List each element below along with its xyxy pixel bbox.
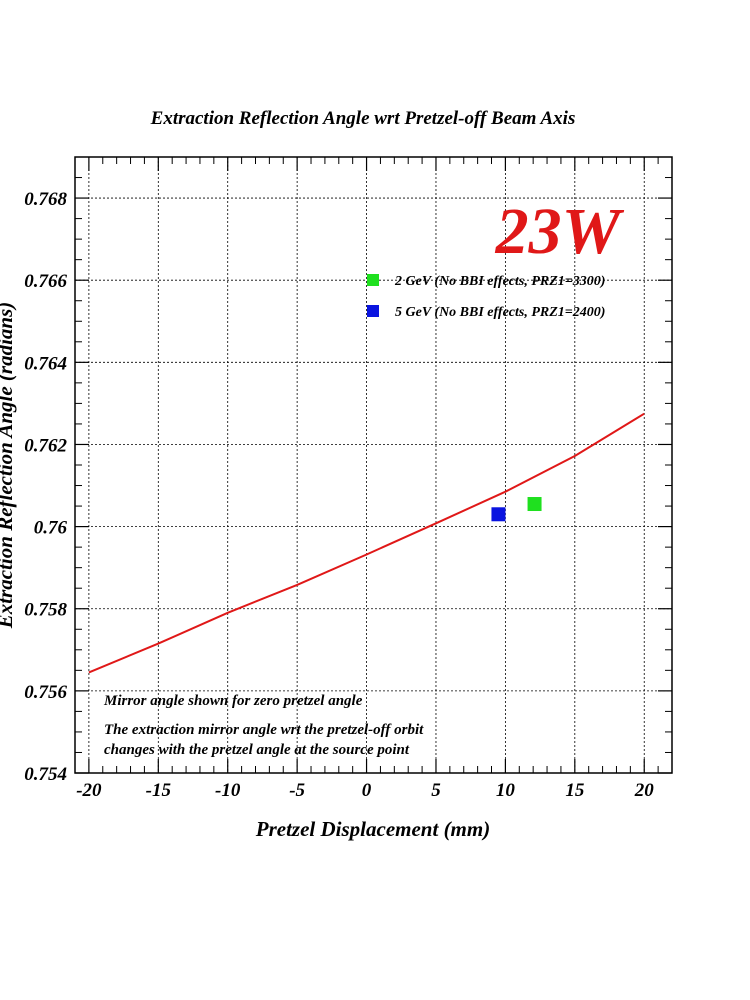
- x-tick-label: 10: [496, 780, 516, 801]
- x-axis-label: Pretzel Displacement (mm): [255, 817, 490, 841]
- tick-marks: [74, 156, 673, 774]
- x-tick-label: -10: [215, 780, 241, 801]
- x-tick-label: 0: [362, 780, 372, 801]
- legend-swatch: [367, 274, 379, 286]
- y-tick-label: 0.764: [24, 353, 67, 374]
- x-tick-label: -20: [76, 780, 102, 801]
- y-tick-label: 0.754: [24, 764, 67, 785]
- x-tick-label: -5: [289, 780, 305, 801]
- series-group: [88, 412, 645, 674]
- annotation-note-1: Mirror angle shown for zero pretzel angl…: [103, 693, 363, 709]
- y-tick-label: 0.768: [24, 189, 67, 210]
- legend-label: 2 GeV (No BBI effects, PRZ1=3300): [394, 274, 605, 289]
- annotation-23w: 23W: [495, 195, 625, 268]
- x-tick-labels: -20 -15 -10 -5 0 5 10 15 20: [76, 780, 654, 801]
- x-tick-label: 5: [431, 780, 441, 801]
- x-tick-label: 15: [565, 780, 585, 801]
- annotation-note-2: The extraction mirror angle wrt the pret…: [104, 722, 424, 738]
- legend-label: 5 GeV (No BBI effects, PRZ1=2400): [395, 305, 605, 320]
- legend: 2 GeV (No BBI effects, PRZ1=3300) 5 GeV (…: [367, 274, 605, 320]
- chart-title: Extraction Reflection Angle wrt Pretzel-…: [150, 108, 576, 129]
- x-tick-label: -15: [146, 780, 172, 801]
- annotation-note-3: changes with the pretzel angle at the so…: [104, 742, 410, 758]
- y-tick-label: 0.76: [34, 518, 68, 539]
- y-tick-label: 0.762: [24, 435, 67, 456]
- y-tick-label: 0.766: [24, 271, 67, 292]
- data-point: [491, 507, 506, 522]
- data-point: [527, 497, 542, 512]
- y-tick-labels: 0.754 0.756 0.758 0.76 0.762 0.764 0.766 0.768: [24, 189, 67, 785]
- x-tick-label: 20: [634, 780, 655, 801]
- y-tick-label: 0.756: [24, 682, 67, 703]
- series-line: [88, 412, 645, 674]
- legend-swatch: [367, 305, 379, 317]
- y-tick-label: 0.758: [24, 600, 67, 621]
